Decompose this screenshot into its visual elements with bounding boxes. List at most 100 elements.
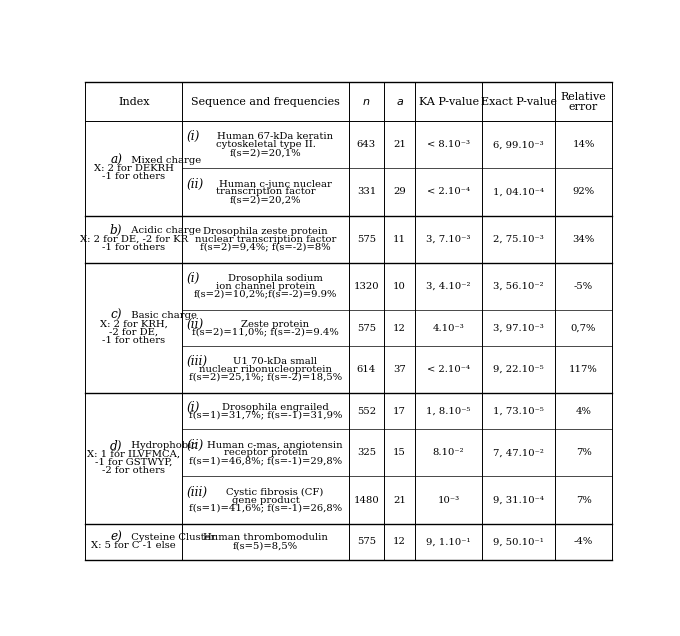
Text: Cysteine Cluster: Cysteine Cluster	[125, 533, 216, 542]
Text: 21: 21	[393, 495, 406, 504]
Text: 3, 97.10⁻³: 3, 97.10⁻³	[494, 324, 544, 333]
Text: 9, 1.10⁻¹: 9, 1.10⁻¹	[426, 537, 471, 546]
Text: gene product: gene product	[232, 495, 299, 504]
Text: 9, 50.10⁻¹: 9, 50.10⁻¹	[494, 537, 544, 546]
Text: Drosophila sodium: Drosophila sodium	[228, 274, 322, 283]
Text: 7%: 7%	[576, 448, 592, 457]
Text: 3, 56.10⁻²: 3, 56.10⁻²	[494, 282, 544, 291]
Text: -1 for others: -1 for others	[102, 243, 165, 252]
Text: nuclear transcription factor: nuclear transcription factor	[194, 235, 336, 244]
Text: 15: 15	[393, 448, 406, 457]
Text: Hydrophobic: Hydrophobic	[125, 441, 197, 450]
Text: -1 for others: -1 for others	[102, 172, 165, 181]
Text: Sequence and frequencies: Sequence and frequencies	[191, 97, 340, 107]
Text: X: 2 for DE, -2 for KR: X: 2 for DE, -2 for KR	[80, 235, 188, 244]
Text: e): e)	[110, 531, 122, 544]
Text: f(s=2)=10,2%;f(s=-2)=9.9%: f(s=2)=10,2%;f(s=-2)=9.9%	[194, 290, 337, 299]
Text: nuclear ribonucleoprotein: nuclear ribonucleoprotein	[199, 365, 332, 374]
Text: a): a)	[110, 153, 122, 167]
Text: 552: 552	[357, 407, 376, 416]
Text: Zeste protein: Zeste protein	[241, 320, 309, 329]
Text: < 2.10⁻⁴: < 2.10⁻⁴	[427, 188, 470, 197]
Text: 3, 4.10⁻²: 3, 4.10⁻²	[426, 282, 471, 291]
Text: 7%: 7%	[576, 495, 592, 504]
Text: f(s=2)=25,1%; f(s=-2)=18,5%: f(s=2)=25,1%; f(s=-2)=18,5%	[189, 373, 342, 382]
Text: 3, 7.10⁻³: 3, 7.10⁻³	[426, 235, 471, 244]
Text: -2 for others: -2 for others	[102, 466, 165, 476]
Text: 34%: 34%	[573, 235, 595, 244]
Text: f(s=1)=46,8%; f(s=-1)=29,8%: f(s=1)=46,8%; f(s=-1)=29,8%	[189, 456, 342, 465]
Text: 2, 75.10⁻³: 2, 75.10⁻³	[494, 235, 544, 244]
Text: cytoskeletal type II.: cytoskeletal type II.	[216, 140, 316, 149]
Text: 117%: 117%	[569, 365, 598, 374]
Text: f(s=2)=20,1%: f(s=2)=20,1%	[230, 148, 301, 157]
Text: receptor protein: receptor protein	[224, 448, 307, 457]
Text: f(s=2)=9,4%; f(s=-2)=8%: f(s=2)=9,4%; f(s=-2)=8%	[200, 242, 330, 251]
Text: Human 67-kDa keratin: Human 67-kDa keratin	[217, 132, 333, 141]
Text: 12: 12	[393, 537, 406, 546]
Text: 575: 575	[357, 537, 376, 546]
Text: Drosophila zeste protein: Drosophila zeste protein	[203, 227, 328, 236]
Text: 1, 8.10⁻⁵: 1, 8.10⁻⁵	[426, 407, 471, 416]
Text: -4%: -4%	[574, 537, 593, 546]
Text: 8.10⁻²: 8.10⁻²	[432, 448, 464, 457]
Text: 17: 17	[393, 407, 406, 416]
Text: Exact P-value: Exact P-value	[481, 97, 557, 107]
Text: KA P-value: KA P-value	[419, 97, 479, 107]
Text: transcription factor: transcription factor	[216, 188, 316, 197]
Text: Human thrombomodulin: Human thrombomodulin	[203, 533, 328, 543]
Text: -1 for GSTWYP,: -1 for GSTWYP,	[95, 458, 173, 467]
Text: < 2.10⁻⁴: < 2.10⁻⁴	[427, 365, 470, 374]
Text: Acidic charge: Acidic charge	[125, 226, 201, 235]
Text: 92%: 92%	[573, 188, 594, 197]
Text: f(s=5)=8,5%: f(s=5)=8,5%	[233, 541, 298, 550]
Text: 6, 99.10⁻³: 6, 99.10⁻³	[494, 140, 544, 149]
Text: 331: 331	[357, 188, 376, 197]
Text: 575: 575	[357, 235, 376, 244]
Text: c): c)	[111, 309, 122, 322]
Text: 1, 73.10⁻⁵: 1, 73.10⁻⁵	[494, 407, 544, 416]
Text: f(s=2)=20,2%: f(s=2)=20,2%	[230, 195, 301, 204]
Text: Index: Index	[118, 97, 150, 107]
Text: (ii): (ii)	[187, 317, 204, 331]
Text: X: 2 for DEKRH: X: 2 for DEKRH	[94, 164, 173, 173]
Text: (ii): (ii)	[187, 438, 204, 452]
Text: $n$: $n$	[362, 97, 371, 107]
Text: -1 for others: -1 for others	[102, 336, 165, 345]
Text: 1, 04.10⁻⁴: 1, 04.10⁻⁴	[493, 188, 544, 197]
Text: (i): (i)	[187, 130, 200, 143]
Text: Drosophila engrailed: Drosophila engrailed	[222, 403, 328, 412]
Text: (iii): (iii)	[187, 486, 208, 499]
Text: $a$: $a$	[396, 97, 404, 107]
Text: 9, 22.10⁻⁵: 9, 22.10⁻⁵	[494, 365, 544, 374]
Text: 575: 575	[357, 324, 376, 333]
Text: 21: 21	[393, 140, 406, 149]
Text: 0,7%: 0,7%	[571, 324, 596, 333]
Text: error: error	[569, 102, 598, 112]
Text: U1 70-kDa small: U1 70-kDa small	[233, 357, 317, 366]
Text: 9, 31.10⁻⁴: 9, 31.10⁻⁴	[493, 495, 544, 504]
Text: 10⁻³: 10⁻³	[437, 495, 460, 504]
Text: 1320: 1320	[354, 282, 379, 291]
Text: (ii): (ii)	[187, 177, 204, 191]
Text: Human c-junc nuclear: Human c-junc nuclear	[218, 179, 331, 189]
Text: f(s=1)=41,6%; f(s=-1)=26,8%: f(s=1)=41,6%; f(s=-1)=26,8%	[189, 504, 342, 513]
Text: Mixed charge: Mixed charge	[125, 156, 201, 165]
Text: (i): (i)	[187, 401, 200, 414]
Text: b): b)	[109, 225, 122, 237]
Text: Cystic fibrosis (CF): Cystic fibrosis (CF)	[226, 488, 324, 497]
Text: 1480: 1480	[354, 495, 379, 504]
Text: 29: 29	[393, 188, 406, 197]
Text: X: 1 for ILVFMCA,: X: 1 for ILVFMCA,	[87, 450, 180, 459]
Text: 37: 37	[393, 365, 406, 374]
Text: -5%: -5%	[574, 282, 593, 291]
Text: -2 for DE,: -2 for DE,	[109, 328, 158, 336]
Text: d): d)	[109, 439, 122, 452]
Text: (iii): (iii)	[187, 356, 208, 368]
Text: 643: 643	[357, 140, 376, 149]
Text: f(s=2)=11,0%; f(s=-2)=9.4%: f(s=2)=11,0%; f(s=-2)=9.4%	[192, 328, 339, 336]
Text: 14%: 14%	[573, 140, 595, 149]
Text: 12: 12	[393, 324, 406, 333]
Text: 4.10⁻³: 4.10⁻³	[432, 324, 464, 333]
Text: Human c-mas, angiotensin: Human c-mas, angiotensin	[207, 441, 343, 450]
